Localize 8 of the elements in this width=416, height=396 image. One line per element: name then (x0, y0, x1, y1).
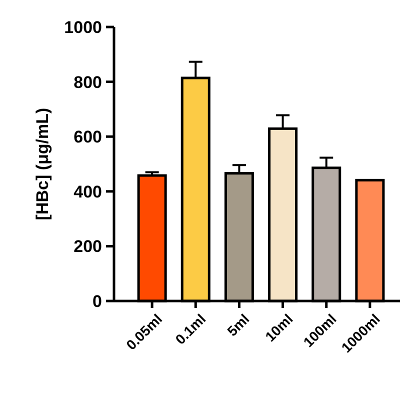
y-tick-label: 800 (74, 72, 102, 92)
y-tick-label: 400 (74, 182, 102, 202)
y-tick-label: 200 (74, 237, 102, 256)
y-tick-label: 0 (92, 292, 102, 311)
y-axis-title: [HBc] (μg/mL) (33, 108, 52, 220)
y-tick-label: 600 (74, 128, 102, 147)
y-tick-label: 1000 (64, 18, 102, 37)
x-tick-label: 5ml (224, 310, 252, 340)
